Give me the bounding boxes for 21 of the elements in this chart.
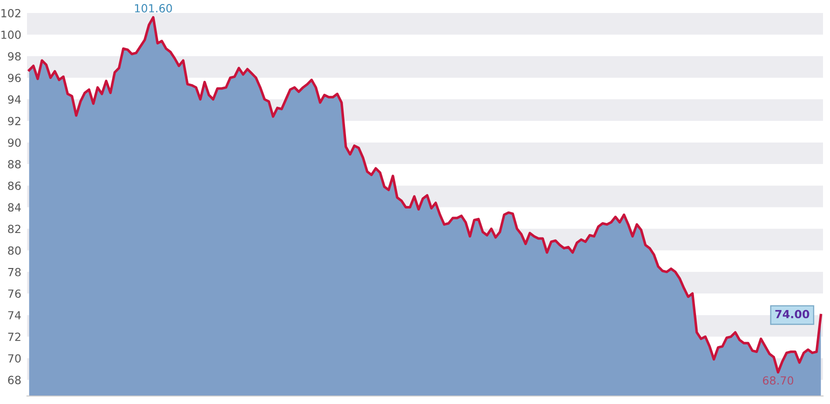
annotation: 68.70 <box>762 376 794 385</box>
y-tick-label: 100 <box>1 30 21 39</box>
y-tick-label: 84 <box>8 203 21 212</box>
y-tick-label: 86 <box>8 182 21 190</box>
y-tick-label: 88 <box>8 160 21 168</box>
y-tick-label: 94 <box>8 95 21 104</box>
y-tick-label: 68 <box>8 376 21 384</box>
y-tick-label: 98 <box>8 52 21 61</box>
annotation: 74.00 <box>775 310 810 318</box>
y-tick-label: 76 <box>8 289 21 298</box>
y-tick-label: 80 <box>8 246 21 255</box>
annotation: 101.60 <box>135 4 172 12</box>
y-tick-label: 74 <box>8 311 21 320</box>
y-tick-label: 90 <box>8 138 21 147</box>
y-tick-label: 102 <box>1 8 20 18</box>
y-tick-label: 72 <box>8 332 20 341</box>
y-tick-label: 78 <box>8 268 21 276</box>
y-tick-label: 70 <box>8 354 21 363</box>
y-tick-label: 82 <box>8 224 20 234</box>
y-tick-label: 96 <box>8 74 21 82</box>
y-tick-label: 92 <box>8 116 20 126</box>
